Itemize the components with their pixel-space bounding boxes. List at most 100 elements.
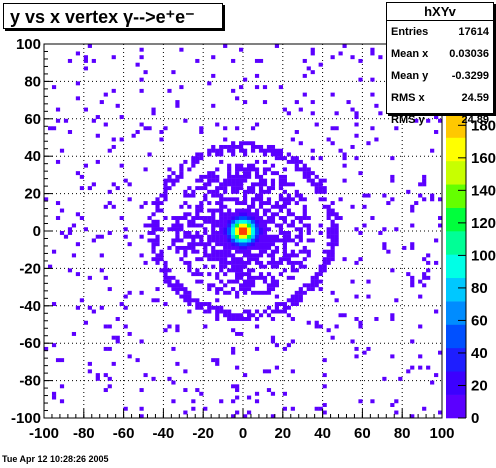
heatmap-cell: [163, 302, 168, 306]
heatmap-cell: [199, 178, 204, 183]
heatmap-cell: [95, 159, 100, 164]
heatmap-cell: [274, 212, 280, 217]
heatmap-cell: [199, 201, 204, 206]
heatmap-cell: [235, 290, 240, 295]
heatmap-cell: [147, 126, 152, 131]
heatmap-cell: [290, 260, 295, 265]
heatmap-cell: [131, 133, 136, 138]
heatmap-cell: [302, 212, 307, 217]
heatmap-cell: [215, 361, 220, 366]
heatmap-cell: [243, 279, 248, 284]
heatmap-cell: [262, 245, 268, 250]
heatmap-cell: [219, 287, 224, 292]
heatmap-cell: [322, 403, 327, 407]
heatmap-cell: [406, 272, 411, 277]
heatmap-cell: [286, 298, 291, 303]
heatmap-cell: [422, 272, 427, 277]
heatmap-cell: [262, 167, 268, 172]
heatmap-cell: [306, 223, 311, 228]
heatmap-cell: [179, 204, 184, 209]
heatmap-cell: [187, 223, 192, 228]
heatmap-cell: [318, 287, 323, 292]
heatmap-cell: [235, 410, 240, 415]
heatmap-cell: [246, 141, 252, 146]
heatmap-cell: [87, 44, 92, 48]
heatmap-cell: [171, 380, 176, 385]
heatmap-cell: [422, 174, 427, 179]
heatmap-cell: [231, 231, 236, 235]
heatmap-cell: [115, 317, 120, 321]
heatmap-cell: [282, 249, 287, 254]
heatmap-cell: [370, 51, 375, 56]
heatmap-cell: [231, 399, 236, 404]
heatmap-cell: [171, 399, 176, 404]
heatmap-cell: [306, 171, 311, 176]
heatmap-cell: [199, 279, 204, 284]
heatmap-cell: [195, 231, 200, 235]
heatmap-cell: [199, 216, 204, 220]
heatmap-cell: [187, 204, 192, 209]
heatmap-cell: [278, 272, 283, 277]
heatmap-cell: [75, 242, 81, 247]
heatmap-cell: [227, 163, 232, 168]
heatmap-cell: [382, 193, 387, 198]
heatmap-cell: [139, 88, 144, 93]
heatmap-cell: [274, 302, 280, 306]
heatmap-cell: [143, 260, 148, 265]
heatmap-cell: [250, 201, 256, 206]
heatmap-cell: [302, 92, 307, 97]
heatmap-cell: [235, 163, 240, 168]
heatmap-cell: [219, 399, 224, 404]
heatmap-cell: [235, 242, 240, 247]
heatmap-cell: [151, 223, 156, 228]
heatmap-cell: [258, 148, 264, 153]
heatmap-cell: [239, 268, 244, 273]
heatmap-cell: [270, 317, 276, 321]
heatmap-cell: [266, 369, 272, 374]
heatmap-cell: [243, 264, 248, 269]
heatmap-cell: [135, 358, 140, 363]
heatmap-cell: [223, 219, 228, 224]
heatmap-cell: [111, 335, 116, 340]
heatmap-cell: [235, 174, 240, 179]
heatmap-cell: [258, 219, 264, 224]
heatmap-cell: [223, 223, 228, 228]
heatmap-cell: [358, 231, 363, 235]
heatmap-cell: [187, 298, 192, 303]
heatmap-cell: [183, 212, 188, 217]
heatmap-cell: [294, 227, 299, 232]
heatmap-cell: [298, 193, 303, 198]
heatmap-cell: [155, 238, 160, 243]
x-tick-label: -100: [29, 425, 59, 442]
heatmap-cell: [155, 242, 160, 247]
y-tick-label: -40: [19, 298, 41, 315]
heatmap-cell: [215, 298, 220, 303]
heatmap-cell: [55, 358, 61, 363]
heatmap-cell: [270, 182, 276, 187]
heatmap-cell: [266, 283, 272, 288]
heatmap-cell: [239, 186, 244, 191]
heatmap-cell: [235, 257, 240, 262]
heatmap-cell: [430, 197, 435, 202]
stats-row-mean-y: Mean y -0.3299: [387, 65, 493, 87]
heatmap-cell: [246, 234, 252, 239]
heatmap-cell: [227, 208, 232, 213]
heatmap-cell: [235, 219, 240, 224]
heatmap-cell: [274, 171, 280, 176]
heatmap-cell: [219, 249, 224, 254]
heatmap-cell: [262, 369, 268, 374]
heatmap-cell: [159, 227, 164, 232]
heatmap-cell: [107, 231, 112, 235]
heatmap-cell: [294, 290, 299, 295]
heatmap-cell: [183, 189, 188, 194]
heatmap-cell: [322, 358, 327, 363]
heatmap-cell: [318, 178, 323, 183]
heatmap-cell: [87, 275, 92, 280]
heatmap-cell: [346, 100, 351, 105]
heatmap-cell: [286, 152, 291, 157]
heatmap-cell: [410, 279, 415, 284]
heatmap-cell: [250, 126, 256, 131]
heatmap-cell: [246, 242, 252, 247]
heatmap-cell: [235, 388, 240, 393]
heatmap-cell: [243, 100, 248, 105]
